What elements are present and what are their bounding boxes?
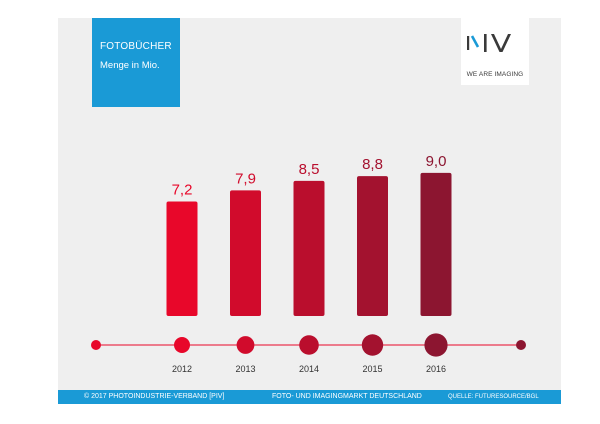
bar-2013	[230, 190, 261, 316]
year-label-2015: 2015	[362, 364, 382, 374]
value-label-2015: 8,8	[362, 156, 383, 173]
value-label-2016: 9,0	[426, 153, 447, 170]
timeline-dot-2016	[424, 333, 448, 357]
timeline-dot-2015	[361, 334, 384, 356]
logo-tagline: WE ARE IMAGING	[466, 71, 524, 78]
year-label-2013: 2013	[235, 364, 255, 374]
value-label-2012: 7,2	[172, 182, 193, 199]
piv-logo: WE ARE IMAGING	[461, 18, 529, 85]
year-label-2014: 2014	[299, 364, 319, 374]
timeline-start-dot	[91, 340, 101, 350]
value-label-2014: 8,5	[299, 161, 320, 178]
title-box: FOTOBÜCHER Menge in Mio.	[92, 18, 180, 107]
footer-source: QUELLE: FUTURESOURCE/BGL	[448, 394, 539, 400]
bar-2014	[293, 180, 325, 316]
footer-bar: © 2017 PHOTOINDUSTRIE-VERBAND [PIV] FOTO…	[58, 390, 561, 404]
year-label-2012: 2012	[172, 364, 192, 374]
timeline-dot-2013	[236, 336, 255, 354]
footer-copyright: © 2017 PHOTOINDUSTRIE-VERBAND [PIV]	[84, 393, 225, 400]
timeline-dot-2014	[299, 335, 319, 355]
piv-logo-icon	[467, 34, 511, 52]
year-label-2016: 2016	[426, 364, 446, 374]
timeline-end-dot	[516, 340, 526, 350]
chart-subtitle: Menge in Mio.	[100, 60, 160, 71]
bar-2016	[420, 172, 452, 316]
bar-2015	[357, 176, 388, 316]
bar-2012	[166, 201, 198, 316]
chart-title: FOTOBÜCHER	[100, 41, 172, 52]
footer-center: FOTO- UND IMAGINGMARKT DEUTSCHLAND	[272, 393, 422, 400]
timeline-dot-2012	[174, 337, 190, 353]
value-label-2013: 7,9	[235, 170, 256, 187]
